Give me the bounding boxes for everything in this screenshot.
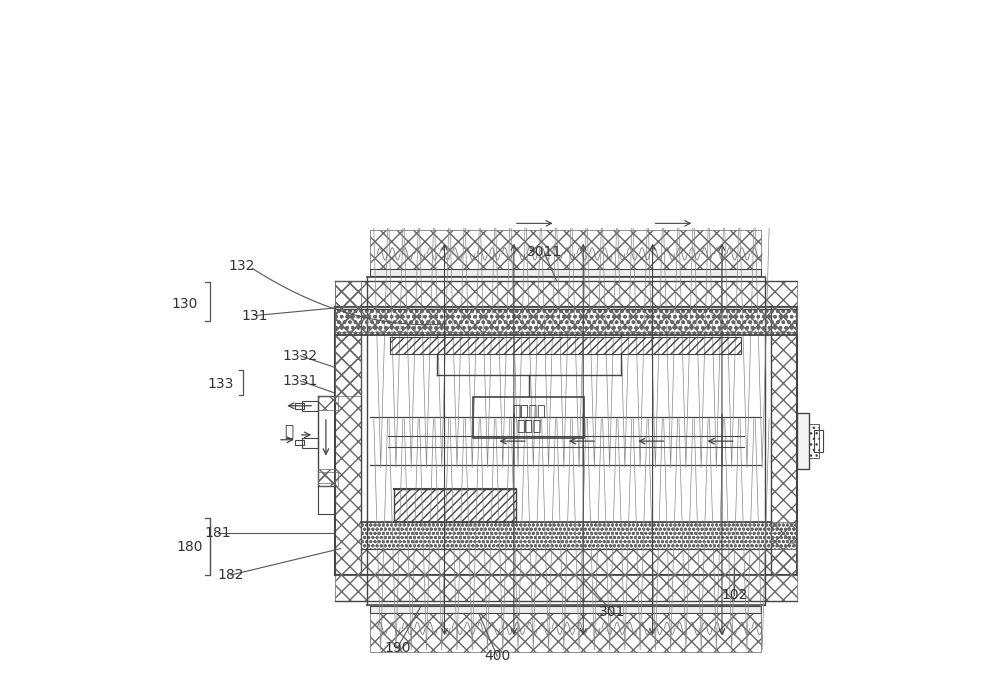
Bar	[814, 430, 823, 452]
Text: 180: 180	[176, 539, 203, 553]
Text: 400: 400	[484, 649, 510, 663]
Text: 1332: 1332	[283, 349, 318, 363]
Text: 132: 132	[228, 259, 254, 273]
Text: 181: 181	[204, 525, 231, 540]
Bar	[302, 438, 318, 448]
Bar	[318, 396, 338, 410]
Text: 3011: 3011	[527, 245, 562, 259]
Text: 控制器: 控制器	[516, 419, 541, 434]
Bar	[335, 309, 797, 335]
Bar	[370, 230, 761, 277]
Text: 190: 190	[384, 641, 411, 655]
Text: 182: 182	[218, 568, 244, 582]
Bar	[771, 307, 797, 575]
Bar	[809, 425, 819, 458]
Bar	[318, 473, 338, 486]
Bar	[390, 337, 741, 354]
Bar	[370, 606, 761, 613]
Bar	[295, 440, 304, 445]
Text: 电磁加热: 电磁加热	[512, 404, 546, 418]
Bar	[302, 401, 318, 411]
Text: 水: 水	[284, 425, 293, 440]
Bar	[797, 414, 809, 469]
Text: 301: 301	[599, 605, 626, 619]
Bar	[335, 307, 797, 332]
Text: 131: 131	[242, 309, 268, 322]
Text: 133: 133	[207, 377, 234, 391]
Bar	[335, 281, 797, 307]
Bar	[394, 489, 516, 522]
Bar	[361, 548, 797, 575]
Bar	[361, 522, 797, 548]
Bar	[370, 605, 761, 652]
Text: 1331: 1331	[283, 374, 318, 388]
Text: 130: 130	[172, 297, 198, 311]
Bar	[335, 281, 361, 396]
Bar	[335, 575, 797, 601]
Bar	[318, 469, 335, 483]
Bar	[370, 269, 761, 276]
Text: 102: 102	[721, 588, 748, 602]
Bar	[335, 307, 361, 575]
Bar	[473, 398, 584, 438]
Bar	[295, 403, 304, 409]
